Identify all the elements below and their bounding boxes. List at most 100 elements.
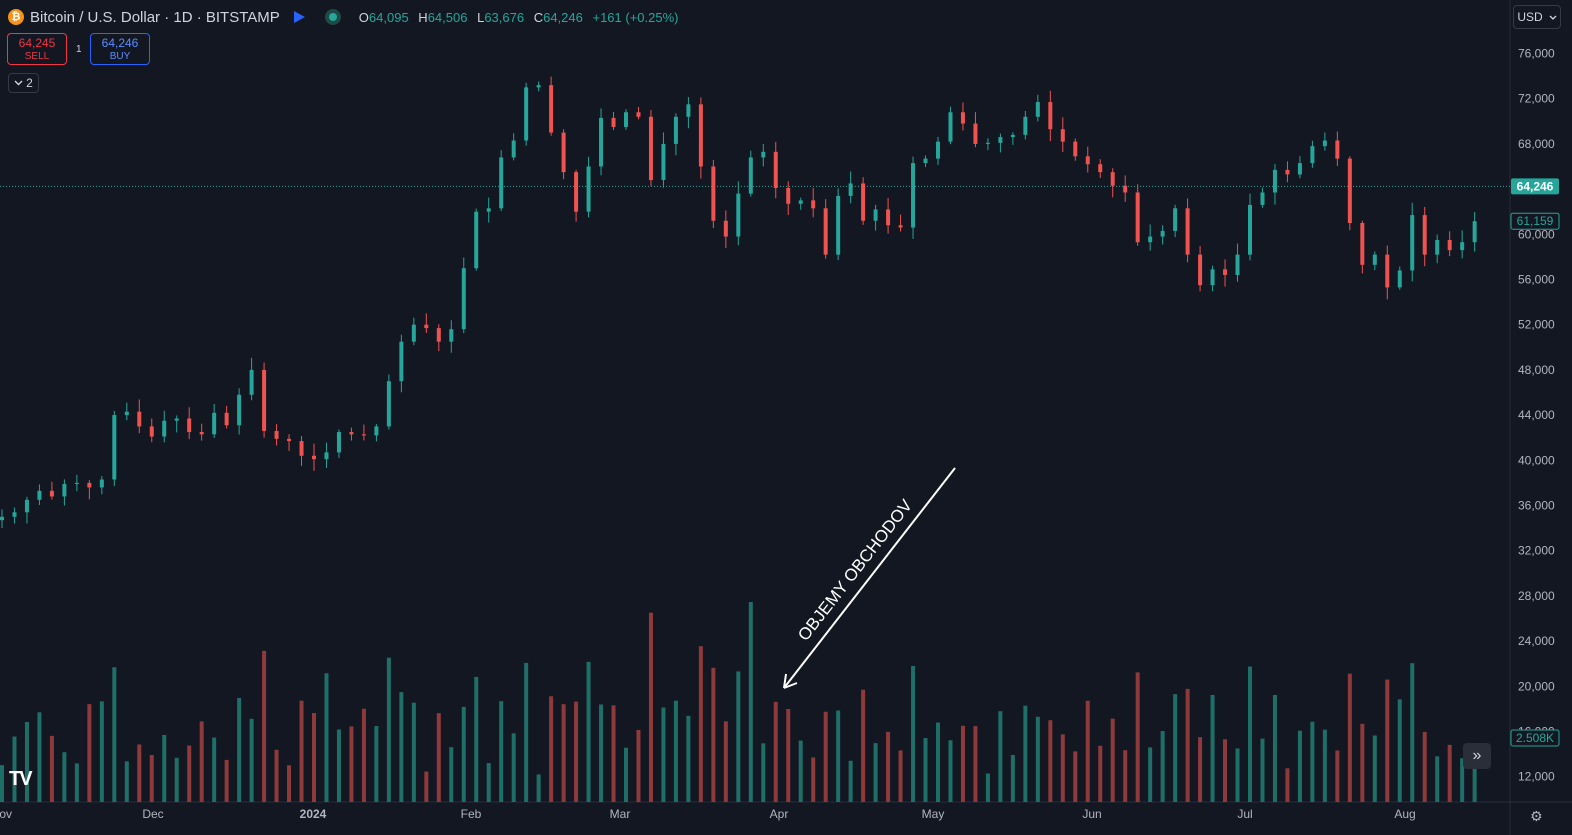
volume-bar	[49, 735, 54, 802]
candle-body	[536, 85, 541, 88]
symbol-legend[interactable]: ₿ Bitcoin / U.S. Dollar · 1D · BITSTAMP …	[8, 6, 685, 28]
symbol-title[interactable]: Bitcoin / U.S. Dollar · 1D · BITSTAMP	[30, 8, 280, 26]
y-tick-label: 40,000	[1518, 453, 1555, 467]
volume-bar	[1073, 751, 1078, 802]
candle-body	[898, 225, 903, 228]
volume-bar	[1322, 729, 1327, 802]
volume-bar	[62, 752, 67, 802]
indicators-toggle-button[interactable]: 2	[8, 73, 39, 93]
candle-body	[1397, 270, 1402, 288]
gear-icon[interactable]: ⚙	[1530, 808, 1543, 824]
candle-body	[1460, 242, 1465, 251]
volume-bar	[1185, 688, 1190, 802]
chevron-down-icon	[14, 80, 23, 86]
y-tick-label: 32,000	[1518, 544, 1555, 558]
candle-body	[249, 369, 254, 395]
volume-bar	[1023, 705, 1028, 802]
volume-bar	[461, 706, 466, 802]
bitcoin-icon: ₿	[8, 9, 24, 25]
x-tick-label: May	[922, 807, 945, 821]
volume-bar	[1397, 699, 1402, 802]
candle-body	[574, 172, 579, 212]
volume-bar	[886, 731, 891, 802]
volume-bar	[486, 763, 491, 802]
candle-body	[187, 418, 192, 433]
candle-body	[923, 158, 928, 164]
candle-body	[936, 141, 940, 159]
volume-bar	[823, 711, 828, 802]
candle-body	[336, 432, 341, 453]
candle-body	[1010, 134, 1015, 138]
volume-bar	[985, 773, 990, 802]
candle-body	[1235, 254, 1240, 275]
volume-bar	[1372, 735, 1377, 802]
candle-body	[773, 151, 778, 188]
volume-bar	[960, 725, 965, 802]
candle-body	[1248, 204, 1252, 255]
indicators-count: 2	[26, 76, 33, 90]
candle-body	[24, 499, 29, 513]
volume-bar	[399, 692, 404, 802]
market-status-icon[interactable]	[324, 9, 341, 25]
volume-bar	[162, 734, 167, 802]
volume-bar	[923, 738, 928, 802]
volume-bar	[1310, 721, 1315, 802]
volume-bar	[149, 754, 154, 802]
currency-select[interactable]: USD	[1513, 5, 1561, 29]
y-tick-label: 68,000	[1518, 137, 1555, 151]
candle-body	[1185, 208, 1190, 255]
candle-body	[324, 452, 329, 460]
x-tick-label: ov	[0, 807, 12, 821]
volume-bar	[873, 743, 878, 802]
volume-bar	[424, 771, 429, 802]
volume-bar	[786, 708, 791, 802]
volume-bar	[1135, 672, 1140, 802]
x-tick-label: Dec	[142, 807, 163, 821]
volume-bar	[1422, 731, 1427, 802]
candle-body	[62, 484, 67, 497]
volume-bar	[1285, 768, 1290, 802]
candle-body	[985, 142, 990, 144]
volume-bar	[1335, 750, 1340, 802]
x-tick-label: Apr	[770, 807, 789, 821]
candle-body	[1347, 158, 1352, 223]
candle-body	[212, 412, 217, 435]
candle-body	[0, 516, 4, 521]
sell-price: 64,245	[18, 36, 56, 50]
candle-body	[1135, 192, 1140, 243]
candle-body	[1048, 102, 1053, 130]
flag-icon[interactable]	[293, 11, 305, 23]
candle-body	[162, 420, 167, 437]
volume-label: 2.508K	[1516, 731, 1554, 745]
sell-button[interactable]: 64,245 SELL	[7, 33, 67, 65]
volume-bar	[249, 718, 254, 802]
volume-bar	[898, 750, 903, 802]
candle-body	[274, 430, 279, 439]
candle-body	[461, 268, 466, 330]
volume-bar	[1223, 739, 1228, 802]
volume-bar	[1110, 718, 1115, 802]
change-value: +161 (+0.25%)	[592, 9, 679, 25]
candle-body	[386, 381, 391, 427]
candle-body	[511, 140, 516, 158]
candle-body	[998, 137, 1003, 143]
y-tick-label: 20,000	[1518, 679, 1555, 693]
volume-bar	[1460, 758, 1465, 802]
y-tick-label: 52,000	[1518, 318, 1555, 332]
volume-bar	[524, 662, 529, 802]
volume-bar	[361, 708, 366, 802]
secondary-price-label: 61,159	[1517, 214, 1554, 228]
volume-tag	[1510, 729, 1560, 747]
scroll-to-realtime-button[interactable]: »	[1463, 743, 1491, 769]
candle-body	[1160, 230, 1165, 237]
candle-body	[1435, 239, 1440, 255]
candle-body	[299, 441, 304, 456]
volume-bar	[449, 747, 454, 802]
volume-bar	[561, 704, 566, 802]
volume-bar	[112, 667, 117, 802]
tradingview-logo[interactable]: TV	[9, 768, 33, 790]
buy-button[interactable]: 64,246 BUY	[90, 33, 150, 65]
candle-body	[973, 123, 978, 144]
candle-body	[49, 490, 54, 497]
